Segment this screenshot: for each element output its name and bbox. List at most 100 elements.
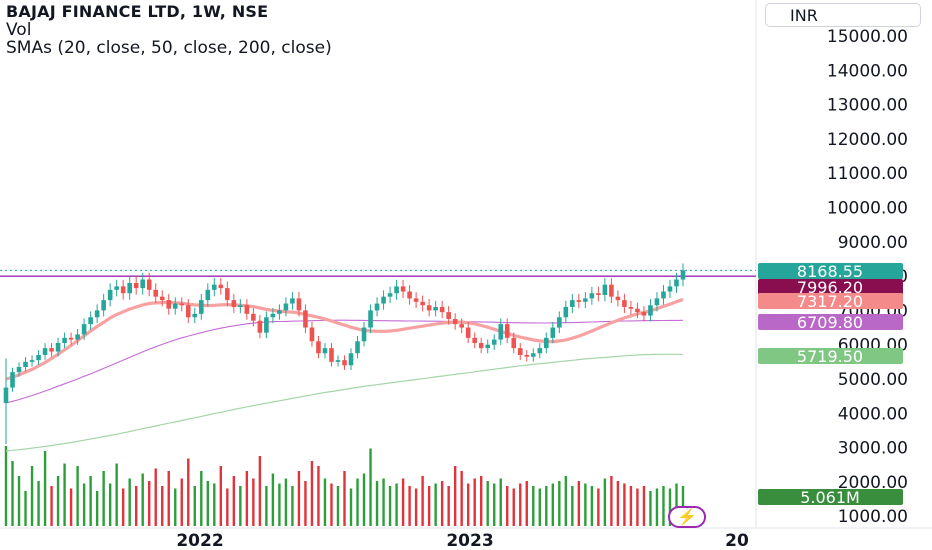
candle-body (452, 318, 458, 325)
lightning-icon[interactable]: ⚡ (668, 506, 706, 528)
y-tick-label: 15000.00 (827, 27, 908, 47)
volume-bar (603, 478, 607, 526)
candle-body (622, 300, 627, 307)
y-tick-label: 13000.00 (827, 96, 908, 116)
chart-legend: BAJAJ FINANCE LTD, 1W, NSE Vol SMAs (20,… (6, 2, 332, 58)
volume-bar (453, 466, 457, 526)
volume-bar (219, 466, 223, 526)
x-tick-label: 2022 (176, 531, 223, 550)
volume-bar (466, 483, 470, 526)
volume-bar (610, 476, 613, 526)
volume-bar (121, 488, 125, 526)
price-label-badge (758, 263, 903, 279)
candle-body (394, 286, 399, 294)
volume-bar (102, 471, 105, 526)
candle-body (179, 303, 185, 306)
volume-bar (551, 483, 555, 526)
candle-body (140, 279, 146, 289)
candle-body (628, 306, 634, 309)
volume-bar (134, 486, 138, 526)
volume-bar (506, 486, 509, 526)
volume-bar (50, 486, 53, 526)
candle-body (459, 324, 464, 328)
y-tick-label: 2000.00 (838, 473, 908, 493)
volume-bar (668, 488, 672, 526)
volume-bar (473, 478, 476, 526)
volume-bar (597, 488, 600, 526)
candle-body (29, 360, 35, 362)
volume-bar (519, 483, 522, 526)
candle-body (94, 310, 100, 318)
candle-body (387, 293, 393, 297)
volume-bar (291, 486, 294, 526)
volume-bar (512, 488, 515, 526)
candle-body (277, 310, 282, 314)
candle-body (192, 313, 198, 318)
volume-bar (480, 476, 483, 526)
volume-bar (577, 481, 581, 526)
volume-bar (167, 471, 170, 526)
candle-body (524, 354, 530, 357)
volume-bar (17, 476, 21, 526)
candle-body (381, 296, 386, 304)
volume-bar (532, 486, 535, 526)
volume-bar (174, 488, 177, 526)
candle-body (563, 306, 569, 318)
volume-bar (382, 478, 385, 526)
candle-body (238, 305, 243, 307)
price-label-badge (758, 279, 903, 295)
volume-bar (421, 476, 424, 526)
candle-body (491, 339, 497, 345)
candle-body (159, 296, 165, 301)
y-tick-label: 12000.00 (827, 130, 908, 150)
candle-body (517, 348, 523, 355)
candle-body (550, 327, 556, 338)
candle-body (570, 300, 575, 307)
symbol-title[interactable]: BAJAJ FINANCE LTD, 1W, NSE (6, 2, 269, 21)
volume-bar (584, 483, 587, 526)
volume-bar (330, 483, 333, 526)
volume-bar (69, 488, 73, 526)
price-label-badge (758, 489, 903, 505)
candle-body (648, 305, 653, 316)
volume-bar (232, 476, 236, 526)
volume-bar (662, 486, 665, 526)
sma50-line (5, 319, 684, 404)
candle-body (270, 313, 276, 318)
candle-body (615, 296, 621, 301)
volume-bar (343, 471, 346, 526)
candle-body (465, 327, 471, 338)
volume-bar (434, 483, 437, 526)
candle-body (420, 301, 425, 306)
candle-body (400, 286, 406, 292)
candle-body (212, 284, 217, 290)
y-tick-label: 1000.00 (838, 507, 908, 527)
volume-bar (545, 486, 548, 526)
volume-bar (4, 446, 8, 526)
candle-body (342, 360, 347, 366)
volume-bar (362, 473, 366, 526)
volume-legend[interactable]: Vol (6, 20, 32, 40)
price-label-text: 5719.50 (797, 347, 863, 366)
volume-bar (558, 481, 561, 526)
candle-body (537, 348, 543, 354)
candle-body (257, 320, 263, 333)
candle-body (504, 324, 510, 338)
volume-bar (538, 488, 541, 526)
candle-body (75, 334, 80, 340)
candle-body (667, 286, 673, 292)
candle-body (283, 303, 289, 311)
candle-body (322, 348, 328, 354)
volume-bar (271, 473, 275, 526)
candle-body (355, 341, 360, 354)
candle-body (114, 286, 119, 290)
volume-bar (180, 478, 183, 526)
candle-body (16, 366, 22, 373)
candle-body (472, 337, 477, 343)
sma-legend[interactable]: SMAs (20, close, 50, close, 200, close) (6, 38, 332, 58)
candle-body (127, 282, 132, 294)
currency-selector[interactable]: INR (765, 3, 921, 27)
volume-bar (499, 478, 502, 526)
candle-body (348, 353, 354, 366)
